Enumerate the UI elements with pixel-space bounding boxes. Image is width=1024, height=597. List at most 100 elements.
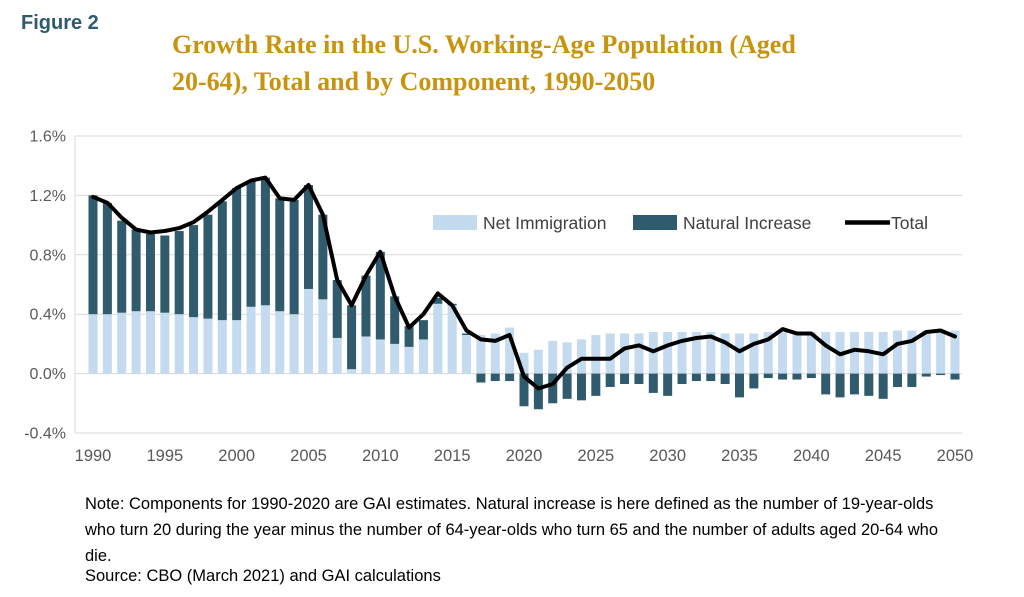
net-immigration-bar bbox=[849, 332, 859, 374]
net-immigration-bar bbox=[418, 339, 428, 374]
growth-rate-chart: 1.6% 1.2% 0.8% 0.4% 0.0% -0.4% 1990 1995 2000 200… bbox=[24, 129, 974, 466]
natural-increase-bar bbox=[232, 187, 242, 321]
source-text: Source: CBO (March 2021) and GAI calcula… bbox=[85, 567, 441, 585]
net-immigration-bar bbox=[533, 349, 543, 374]
x-tick-label: 1995 bbox=[146, 447, 183, 465]
natural-increase-bar bbox=[735, 373, 744, 398]
y-axis-labels: 1.6% 1.2% 0.8% 0.4% 0.0% -0.4% bbox=[24, 129, 66, 443]
net-immigration-bar bbox=[318, 299, 328, 374]
net-immigration-bar bbox=[490, 333, 500, 374]
y-tick-label: 0.4% bbox=[30, 307, 66, 324]
natural-increase-bar bbox=[375, 251, 385, 340]
natural-increase-bar bbox=[749, 373, 759, 389]
natural-increase-bar bbox=[605, 373, 615, 387]
natural-increase-bar bbox=[849, 373, 859, 395]
natural-increase-bar bbox=[347, 305, 357, 370]
natural-increase-bar bbox=[275, 198, 285, 312]
net-immigration-bar bbox=[576, 339, 586, 374]
natural-increase-bar bbox=[950, 373, 960, 380]
net-immigration-bar bbox=[677, 332, 687, 374]
x-tick-label: 2015 bbox=[434, 447, 471, 465]
natural-increase-bar bbox=[778, 373, 788, 380]
y-tick-label: 1.6% bbox=[30, 129, 66, 146]
natural-increase-bar bbox=[620, 373, 630, 384]
net-immigration-bar bbox=[217, 320, 227, 374]
net-immigration-bar bbox=[160, 312, 170, 374]
net-immigration-bar bbox=[260, 305, 270, 374]
natural-increase-bars bbox=[88, 177, 960, 410]
natural-increase-bar bbox=[361, 275, 371, 337]
net-immigration-bar bbox=[620, 333, 630, 374]
natural-increase-bar bbox=[160, 235, 170, 313]
net-immigration-bar bbox=[893, 330, 903, 374]
natural-increase-bar bbox=[131, 229, 141, 312]
net-immigration-bar bbox=[390, 343, 400, 374]
x-tick-label: 2025 bbox=[577, 447, 614, 465]
net-immigration-bar bbox=[548, 340, 558, 374]
net-immigration-bar bbox=[232, 320, 242, 374]
natural-increase-bar bbox=[821, 373, 831, 395]
natural-increase-bar bbox=[203, 214, 213, 319]
x-tick-label: 2050 bbox=[937, 447, 974, 465]
net-immigration-bar bbox=[634, 333, 644, 374]
net-immigration-bar bbox=[304, 288, 313, 374]
note-text: Note: Components for 1990-2020 are GAI e… bbox=[85, 495, 939, 565]
natural-increase-bar bbox=[691, 373, 701, 382]
x-tick-label: 2045 bbox=[865, 447, 902, 465]
natural-increase-bar bbox=[519, 373, 529, 407]
natural-increase-bar bbox=[835, 373, 845, 398]
net-immigration-bar bbox=[562, 342, 572, 374]
y-tick-label: 0.0% bbox=[30, 366, 66, 383]
natural-increase-bar bbox=[648, 373, 658, 393]
net-immigration-bar bbox=[102, 314, 112, 374]
net-immigration-bar bbox=[447, 305, 457, 374]
natural-increase-bar bbox=[418, 320, 428, 340]
x-tick-label: 2000 bbox=[218, 447, 255, 465]
natural-increase-bar bbox=[562, 373, 572, 399]
natural-increase-bar bbox=[246, 180, 256, 307]
net-immigration-bar bbox=[404, 346, 414, 374]
x-tick-label: 2035 bbox=[721, 447, 758, 465]
natural-increase-bar bbox=[88, 195, 98, 315]
natural-increase-bar bbox=[677, 373, 687, 384]
natural-increase-bar bbox=[462, 333, 472, 335]
natural-increase-bar bbox=[260, 177, 270, 306]
net-immigration-bar bbox=[720, 333, 730, 374]
x-tick-label: 2010 bbox=[362, 447, 399, 465]
natural-increase-bar bbox=[404, 326, 414, 347]
natural-increase-bar bbox=[476, 373, 486, 383]
net-immigration-bar bbox=[131, 311, 141, 374]
natural-increase-bar bbox=[921, 373, 931, 377]
chart-title-line1: Growth Rate in the U.S. Working-Age Popu… bbox=[172, 30, 796, 59]
net-immigration-bar bbox=[778, 332, 788, 374]
natural-increase-bar bbox=[806, 373, 816, 379]
net-immigration-bar bbox=[763, 332, 773, 374]
net-immigration-bar bbox=[691, 332, 701, 374]
natural-increase-bar bbox=[145, 234, 155, 312]
natural-increase-bar bbox=[505, 373, 515, 382]
net-immigration-bar bbox=[950, 330, 960, 374]
y-tick-label: 0.8% bbox=[30, 247, 66, 264]
natural-increase-bar bbox=[332, 280, 342, 338]
natural-increase-bar bbox=[591, 373, 601, 396]
y-tick-label: 1.2% bbox=[30, 188, 66, 205]
x-axis-labels: 1990 1995 2000 2005 2010 2015 2020 2025 2030 2035… bbox=[75, 447, 974, 465]
natural-increase-bar bbox=[907, 373, 917, 387]
natural-increase-bar bbox=[390, 296, 400, 344]
net-immigration-bar bbox=[605, 333, 615, 374]
net-immigration-bar bbox=[174, 314, 184, 374]
net-immigration-bar bbox=[936, 330, 946, 374]
natural-increase-bar bbox=[490, 373, 500, 382]
natural-increase-bar bbox=[217, 201, 227, 321]
x-tick-label: 2030 bbox=[649, 447, 686, 465]
x-tick-label: 2005 bbox=[290, 447, 327, 465]
net-immigration-bar bbox=[433, 303, 443, 374]
x-tick-label: 2040 bbox=[793, 447, 830, 465]
net-immigration-bar bbox=[706, 332, 716, 374]
natural-increase-bar bbox=[706, 373, 716, 382]
natural-increase-bar bbox=[117, 220, 127, 313]
net-immigration-bar bbox=[749, 333, 759, 374]
x-tick-label: 2020 bbox=[506, 447, 543, 465]
net-immigration-bar bbox=[145, 311, 155, 374]
